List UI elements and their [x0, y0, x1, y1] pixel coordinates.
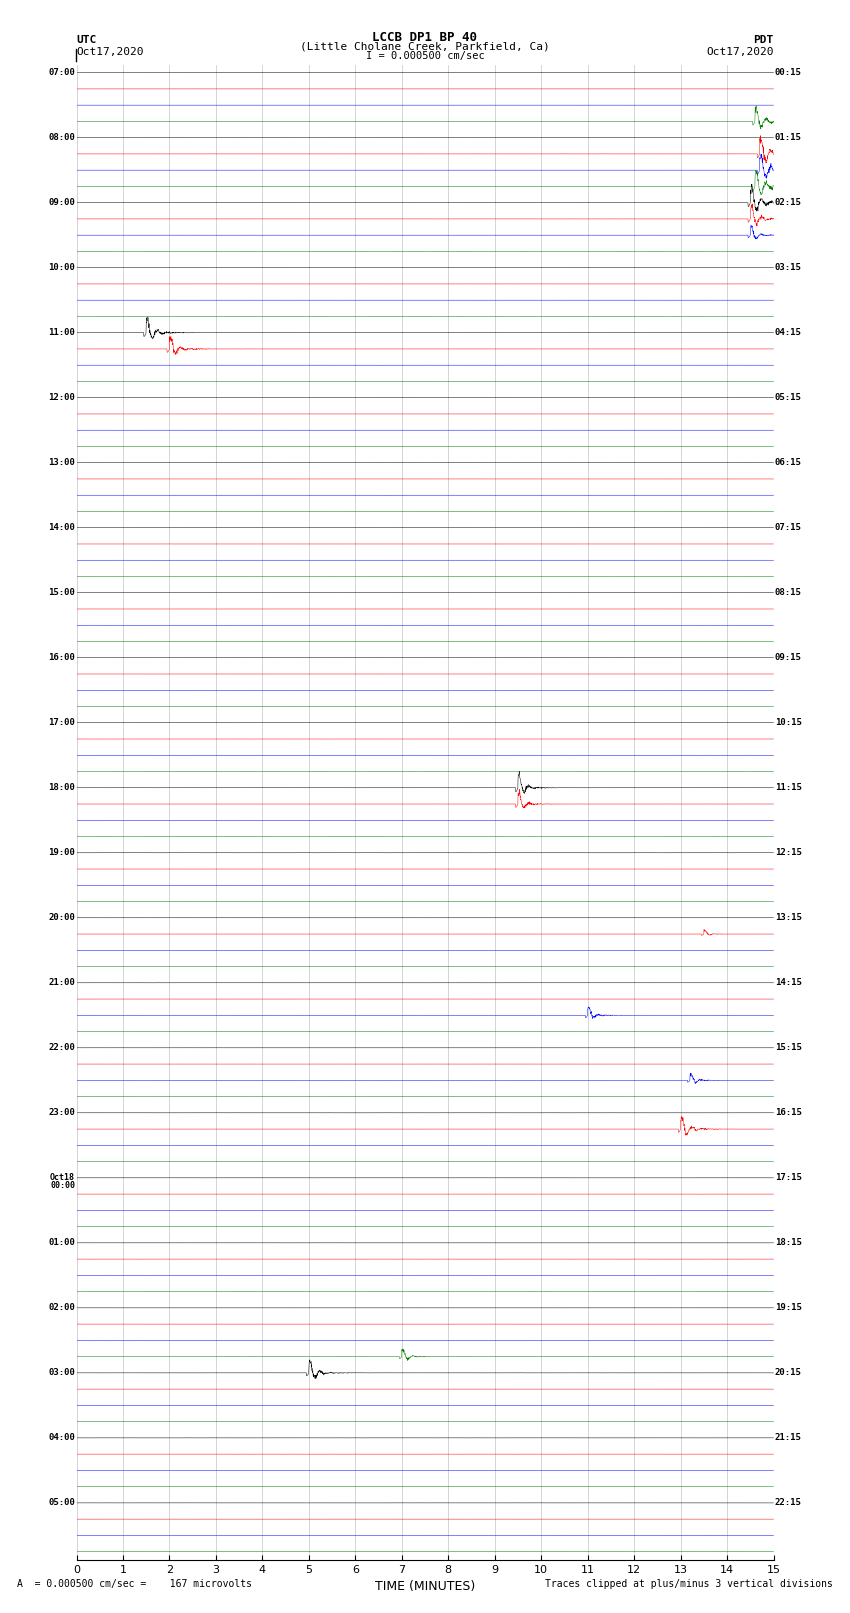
Text: Traces clipped at plus/minus 3 vertical divisions: Traces clipped at plus/minus 3 vertical …: [545, 1579, 833, 1589]
Text: 10:15: 10:15: [775, 718, 802, 727]
Text: 22:00: 22:00: [48, 1044, 75, 1052]
Text: 03:00: 03:00: [48, 1368, 75, 1378]
Text: 20:00: 20:00: [48, 913, 75, 923]
Text: 01:15: 01:15: [775, 134, 802, 142]
Text: 22:15: 22:15: [775, 1498, 802, 1508]
Text: 21:00: 21:00: [48, 979, 75, 987]
Text: 00:15: 00:15: [775, 68, 802, 77]
Text: Oct17,2020: Oct17,2020: [76, 47, 144, 56]
Text: 23:00: 23:00: [48, 1108, 75, 1118]
X-axis label: TIME (MINUTES): TIME (MINUTES): [375, 1581, 475, 1594]
Text: 02:00: 02:00: [48, 1303, 75, 1313]
Text: 05:15: 05:15: [775, 394, 802, 402]
Text: Oct18: Oct18: [50, 1173, 75, 1182]
Text: 08:15: 08:15: [775, 589, 802, 597]
Text: 08:00: 08:00: [48, 134, 75, 142]
Text: UTC: UTC: [76, 35, 97, 45]
Text: 00:00: 00:00: [50, 1181, 75, 1190]
Text: 19:15: 19:15: [775, 1303, 802, 1313]
Text: 16:15: 16:15: [775, 1108, 802, 1118]
Text: (Little Cholane Creek, Parkfield, Ca): (Little Cholane Creek, Parkfield, Ca): [300, 42, 550, 52]
Text: 13:15: 13:15: [775, 913, 802, 923]
Text: Oct17,2020: Oct17,2020: [706, 47, 774, 56]
Text: 04:00: 04:00: [48, 1434, 75, 1442]
Text: 18:15: 18:15: [775, 1239, 802, 1247]
Text: I = 0.000500 cm/sec: I = 0.000500 cm/sec: [366, 52, 484, 61]
Text: 17:15: 17:15: [775, 1173, 802, 1182]
Text: 09:00: 09:00: [48, 198, 75, 206]
Text: LCCB DP1 BP 40: LCCB DP1 BP 40: [372, 31, 478, 44]
Text: 17:00: 17:00: [48, 718, 75, 727]
Text: 01:00: 01:00: [48, 1239, 75, 1247]
Text: 12:15: 12:15: [775, 848, 802, 857]
Text: 19:00: 19:00: [48, 848, 75, 857]
Text: 12:00: 12:00: [48, 394, 75, 402]
Text: 14:15: 14:15: [775, 979, 802, 987]
Text: 13:00: 13:00: [48, 458, 75, 468]
Text: 05:00: 05:00: [48, 1498, 75, 1508]
Text: 09:15: 09:15: [775, 653, 802, 663]
Text: 06:15: 06:15: [775, 458, 802, 468]
Text: 15:00: 15:00: [48, 589, 75, 597]
Text: 20:15: 20:15: [775, 1368, 802, 1378]
Text: 18:00: 18:00: [48, 784, 75, 792]
Text: 21:15: 21:15: [775, 1434, 802, 1442]
Text: 07:15: 07:15: [775, 523, 802, 532]
Text: 02:15: 02:15: [775, 198, 802, 206]
Text: 16:00: 16:00: [48, 653, 75, 663]
Text: 04:15: 04:15: [775, 327, 802, 337]
Text: 03:15: 03:15: [775, 263, 802, 273]
Text: A  = 0.000500 cm/sec =    167 microvolts: A = 0.000500 cm/sec = 167 microvolts: [17, 1579, 252, 1589]
Text: 15:15: 15:15: [775, 1044, 802, 1052]
Text: 10:00: 10:00: [48, 263, 75, 273]
Text: 11:15: 11:15: [775, 784, 802, 792]
Text: 14:00: 14:00: [48, 523, 75, 532]
Text: PDT: PDT: [753, 35, 774, 45]
Text: 07:00: 07:00: [48, 68, 75, 77]
Text: 11:00: 11:00: [48, 327, 75, 337]
